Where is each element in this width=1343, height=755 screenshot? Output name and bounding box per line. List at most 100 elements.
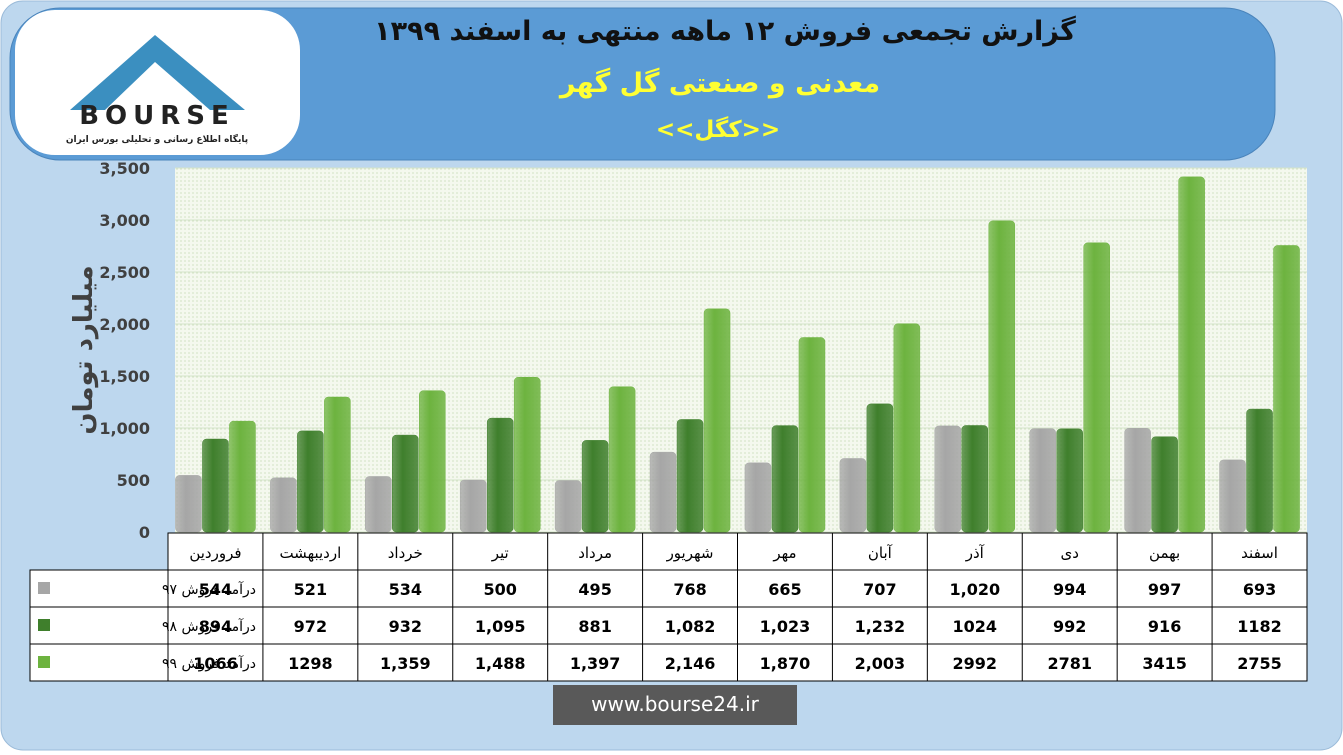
symbol: <<کگل>> <box>656 116 780 143</box>
bar <box>934 425 962 533</box>
bar <box>1151 436 1178 533</box>
table-value: 972 <box>294 617 327 636</box>
table-value: 992 <box>1053 617 1086 636</box>
logo-subtitle: پایگاه اطلاع رسانی و تحلیلی بورس ایران <box>66 133 248 145</box>
table-value: 1,095 <box>475 617 526 636</box>
legend-swatch <box>38 656 50 668</box>
table-value: 1,082 <box>665 617 716 636</box>
y-tick-label: 0 <box>139 523 150 542</box>
table-value: 2,146 <box>665 654 716 673</box>
bar <box>1219 459 1246 533</box>
table-value: 1066 <box>193 654 238 673</box>
bar <box>1083 242 1110 533</box>
x-tick-label: خرداد <box>388 544 423 562</box>
bar <box>202 438 229 533</box>
chart-title: گزارش تجمعی فروش ۱۲ ماهه منتهی به اسفند … <box>374 15 1076 47</box>
bar <box>297 430 324 533</box>
bar <box>229 420 256 533</box>
table-value: 707 <box>863 580 896 599</box>
legend-swatch <box>38 582 50 594</box>
bar <box>486 417 514 533</box>
bar <box>893 323 921 533</box>
table-value: 768 <box>673 580 706 599</box>
table-value: 1,232 <box>855 617 906 636</box>
table-value: 894 <box>199 617 232 636</box>
bar <box>1273 245 1300 533</box>
x-tick-label: دی <box>1060 544 1078 562</box>
table-value: 1,020 <box>949 580 1000 599</box>
table-value: 1,397 <box>570 654 621 673</box>
table-value: 665 <box>768 580 801 599</box>
bar <box>676 419 704 533</box>
logo-box <box>15 10 300 155</box>
logo-shape <box>70 35 245 110</box>
bar <box>175 475 202 533</box>
plot-area <box>175 168 1307 532</box>
bar <box>581 440 609 533</box>
bar <box>988 220 1016 533</box>
table-value: 1298 <box>288 654 333 673</box>
table-value: 693 <box>1243 580 1276 599</box>
bar <box>961 425 989 533</box>
bar <box>459 479 487 533</box>
legend-label: درآمد فروش ۹۷ <box>162 581 256 598</box>
x-tick-label: شهریور <box>666 544 714 562</box>
bar <box>365 476 392 533</box>
table-value: 2,003 <box>855 654 906 673</box>
header-banner <box>9 7 1276 161</box>
table-value: 1182 <box>1237 617 1282 636</box>
bar <box>270 477 297 533</box>
bar <box>324 396 351 533</box>
table-value: 994 <box>1053 580 1086 599</box>
x-tick-label: تیر <box>491 544 509 562</box>
table-value: 500 <box>484 580 517 599</box>
chart-subtitle: معدنی و صنعتی گل گهر <box>558 67 880 99</box>
footer-url: www.bourse24.ir <box>591 692 760 716</box>
x-tick-label: اردیبهشت <box>279 544 341 562</box>
table-value: 1024 <box>953 617 998 636</box>
table-value: 881 <box>578 617 611 636</box>
table-value: 2755 <box>1237 654 1282 673</box>
table-value: 997 <box>1148 580 1181 599</box>
bar <box>866 403 894 533</box>
table-value: 495 <box>578 580 611 599</box>
bar <box>608 386 636 533</box>
bar <box>1029 428 1056 533</box>
y-tick-label: 3,500 <box>99 159 150 178</box>
x-tick-label: بهمن <box>1149 544 1180 562</box>
y-tick-label: 500 <box>117 471 150 490</box>
y-tick-label: 3,000 <box>99 211 150 230</box>
footer-box <box>553 685 797 725</box>
y-axis-label: میلیارد تومان <box>69 265 99 434</box>
table-value: 1,488 <box>475 654 526 673</box>
bar <box>771 425 799 533</box>
table-value: 2992 <box>953 654 998 673</box>
bar <box>419 390 446 533</box>
bar <box>1246 408 1273 533</box>
bar <box>744 462 772 533</box>
y-tick-label: 1,500 <box>99 367 150 386</box>
table-value: 1,870 <box>760 654 811 673</box>
table-value: 534 <box>389 580 422 599</box>
bar <box>392 434 419 533</box>
table-value: 2781 <box>1047 654 1092 673</box>
table-value: 916 <box>1148 617 1181 636</box>
x-tick-label: اسفند <box>1241 544 1278 562</box>
table-value: 1,023 <box>760 617 811 636</box>
bar <box>513 376 541 533</box>
table-value: 932 <box>389 617 422 636</box>
table-value: 521 <box>294 580 327 599</box>
legend-swatch <box>38 619 50 631</box>
bar <box>1178 176 1205 533</box>
legend-label: درآمد فروش ۹۹ <box>162 655 256 672</box>
x-tick-label: فروردین <box>189 544 241 562</box>
y-tick-label: 1,000 <box>99 419 150 438</box>
bar <box>1056 428 1083 533</box>
x-tick-label: آبان <box>868 544 893 562</box>
bar <box>554 480 582 533</box>
x-tick-label: مهر <box>772 544 796 562</box>
bar <box>798 337 826 533</box>
y-tick-label: 2,000 <box>99 315 150 334</box>
bar <box>703 308 731 533</box>
